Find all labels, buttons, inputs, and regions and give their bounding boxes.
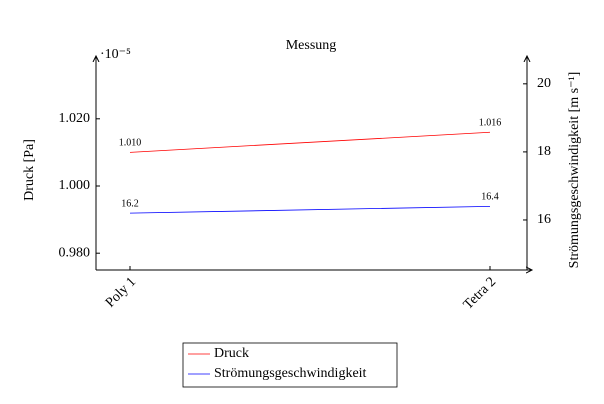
y-axis-label: Druck [Pa]	[22, 139, 37, 201]
y-tick-label: 1.020	[59, 111, 91, 126]
y2-tick-label: 16	[537, 212, 551, 227]
chart-title: Messung	[286, 38, 337, 53]
y2-tick-label: 20	[537, 76, 551, 91]
x-tick-label: Poly 1	[103, 274, 139, 310]
data-label: 1.010	[119, 138, 142, 149]
data-label: 16.4	[481, 192, 499, 203]
x-tick-label: Tetra 2	[461, 274, 499, 312]
data-label: 16.2	[121, 198, 139, 209]
y2-axis-label: Strömungsgeschwindigkeit [m s⁻¹]	[567, 72, 582, 269]
y-multiplier: ·10⁻⁵	[100, 47, 131, 62]
y-tick-label: 0.980	[59, 245, 91, 260]
series-line	[129, 131, 491, 153]
legend-label: Druck	[214, 346, 249, 361]
data-label: 1.016	[479, 118, 502, 129]
y2-tick-label: 18	[537, 144, 551, 159]
legend	[182, 342, 398, 388]
series-line	[129, 205, 491, 214]
y-tick-label: 1.000	[59, 178, 91, 193]
legend-label: Strömungsgeschwindigkeit	[214, 366, 367, 381]
